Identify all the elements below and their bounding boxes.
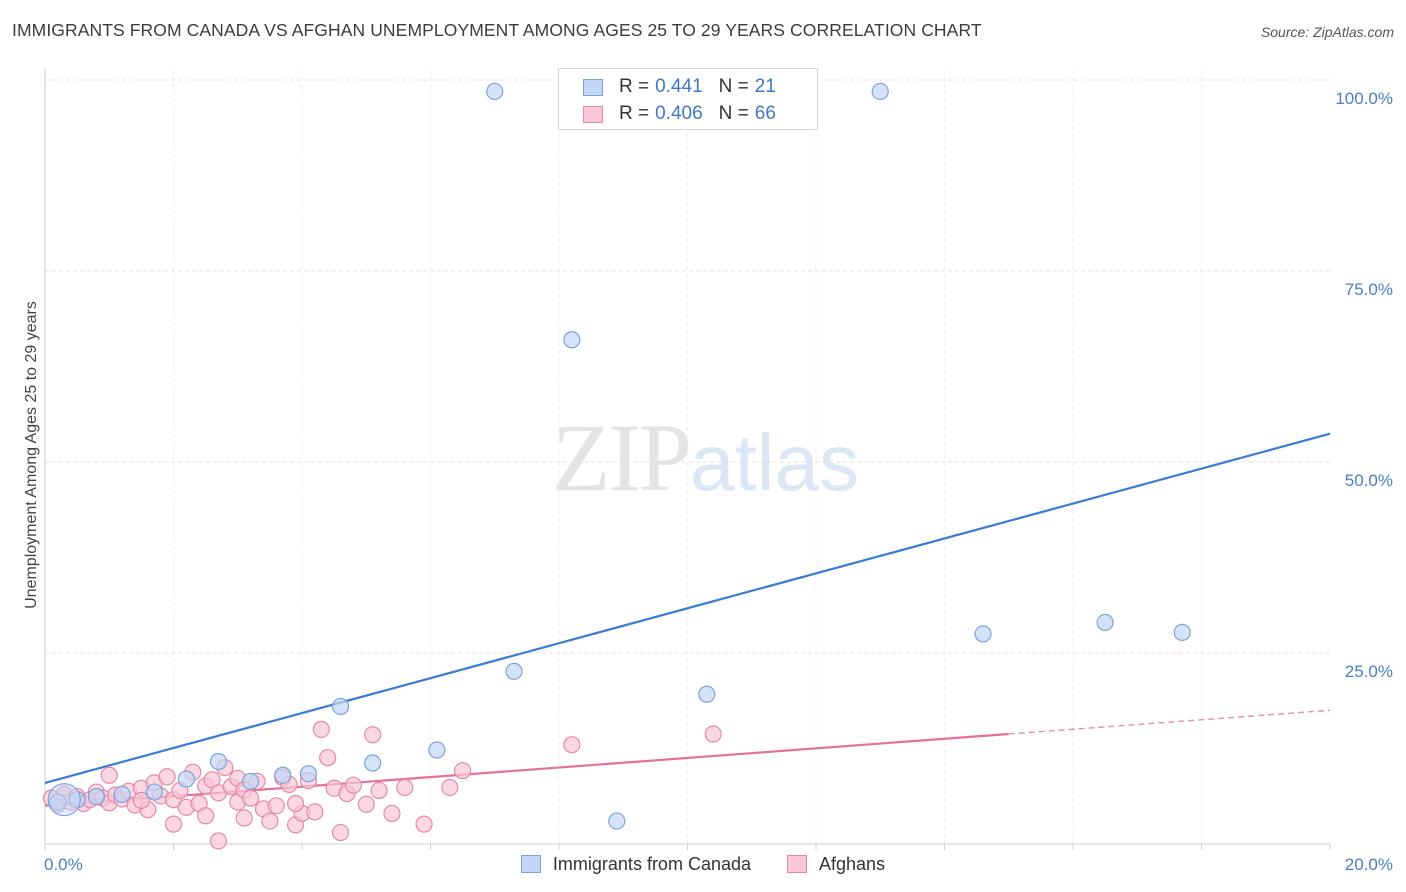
point-afghans xyxy=(286,794,305,813)
point-afghans xyxy=(344,776,362,794)
point-afghans xyxy=(331,823,350,842)
point-canada xyxy=(364,754,382,772)
legend-item-canada[interactable]: Immigrants from Canada xyxy=(520,851,751,877)
point-canada xyxy=(145,783,163,801)
series-legend: Immigrants from Canada Afghans xyxy=(0,851,1406,877)
point-afghans xyxy=(415,815,433,833)
legend-n-label: N = xyxy=(718,76,749,97)
x-tick-label-max: 20.0% xyxy=(1345,855,1393,874)
axes xyxy=(44,68,1331,850)
trend-line-afghans-extension xyxy=(1008,709,1331,735)
legend-swatch-afghans xyxy=(787,855,807,873)
point-afghans xyxy=(164,815,183,833)
point-canada xyxy=(113,785,131,803)
y-tick-label: 75.0% xyxy=(1345,280,1393,299)
grid xyxy=(45,70,1330,844)
point-canada-cluster xyxy=(47,783,81,817)
point-canada xyxy=(1096,613,1114,632)
point-afghans xyxy=(454,762,472,780)
point-afghans xyxy=(364,726,382,744)
point-afghans xyxy=(370,781,388,800)
legend-swatch-canada xyxy=(520,855,541,873)
point-canada xyxy=(486,82,504,101)
point-afghans xyxy=(441,778,459,797)
point-afghans xyxy=(383,804,401,823)
point-canada xyxy=(698,685,716,703)
x-tick-label-min: 0.0% xyxy=(44,855,83,874)
point-afghans xyxy=(306,803,324,821)
point-afghans xyxy=(563,736,581,754)
legend-item-afghans[interactable]: Afghans xyxy=(787,851,885,877)
legend-swatch-canada xyxy=(583,78,603,96)
tick-labels: 25.0% 50.0% 75.0% 100.0% 0.0% 20.0% xyxy=(44,89,1393,874)
legend-row-canada: R = 0.441 N = 21 xyxy=(583,74,776,100)
legend-r-label: R = xyxy=(619,76,650,97)
legend-label-canada: Immigrants from Canada xyxy=(552,853,751,874)
point-afghans xyxy=(209,832,228,850)
point-canada xyxy=(563,331,581,349)
point-canada xyxy=(871,82,889,101)
chart-title: IMMIGRANTS FROM CANADA VS AFGHAN UNEMPLO… xyxy=(12,20,982,40)
point-canada xyxy=(274,766,292,784)
point-canada xyxy=(242,772,260,790)
point-canada xyxy=(209,752,228,771)
legend-n-label: N = xyxy=(718,103,749,124)
point-canada xyxy=(505,662,523,680)
legend-n-value: 66 xyxy=(754,103,776,124)
trend-line-canada xyxy=(44,432,1331,784)
point-afghans xyxy=(267,797,285,815)
point-canada xyxy=(299,765,318,783)
y-tick-label: 100.0% xyxy=(1335,89,1393,108)
point-afghans xyxy=(132,791,150,810)
point-canada xyxy=(87,788,106,806)
point-afghans xyxy=(319,749,337,767)
point-canada xyxy=(177,770,195,788)
legend-r-value: 0.441 xyxy=(655,76,703,97)
y-tick-label: 25.0% xyxy=(1345,662,1393,681)
correlation-legend: R = 0.441 N = 21 R = 0.406 N = 66 xyxy=(558,68,818,130)
point-canada xyxy=(428,741,446,759)
legend-swatch-afghans xyxy=(583,105,603,123)
point-afghans xyxy=(261,812,279,830)
point-afghans xyxy=(235,809,253,827)
y-tick-label: 50.0% xyxy=(1345,471,1393,490)
legend-n-value: 21 xyxy=(754,76,776,97)
point-afghans xyxy=(357,795,375,813)
point-canada xyxy=(608,812,626,830)
point-afghans xyxy=(242,789,260,807)
data-points xyxy=(42,82,1191,850)
legend-label-afghans: Afghans xyxy=(819,853,886,874)
legend-r-value: 0.406 xyxy=(655,103,703,124)
point-afghans xyxy=(158,768,176,786)
watermark-zip: ZIP xyxy=(552,404,692,511)
point-canada xyxy=(1173,623,1191,641)
legend-r-label: R = xyxy=(619,103,650,124)
point-afghans xyxy=(312,720,330,739)
point-afghans xyxy=(396,778,414,797)
source-label: Source: ZipAtlas.com xyxy=(1260,24,1394,40)
point-canada xyxy=(974,625,992,643)
point-afghans xyxy=(100,766,118,784)
point-afghans xyxy=(704,725,722,743)
point-afghans xyxy=(197,807,215,825)
point-canada xyxy=(331,697,350,716)
legend-row-afghans: R = 0.406 N = 66 xyxy=(583,101,776,127)
